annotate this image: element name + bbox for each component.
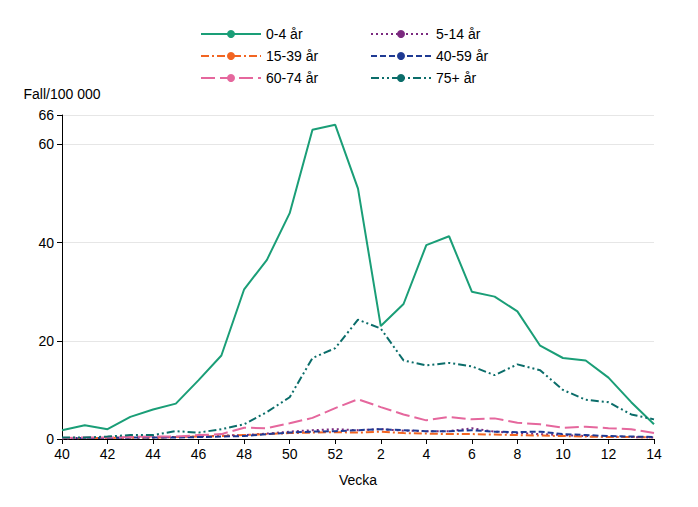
svg-text:40: 40 <box>54 446 70 462</box>
svg-text:60: 60 <box>38 136 54 152</box>
svg-text:0: 0 <box>46 431 54 447</box>
svg-text:40: 40 <box>38 235 54 251</box>
svg-text:42: 42 <box>100 446 116 462</box>
svg-text:44: 44 <box>145 446 161 462</box>
svg-text:8: 8 <box>513 446 521 462</box>
svg-text:52: 52 <box>327 446 343 462</box>
svg-text:46: 46 <box>191 446 207 462</box>
svg-text:15-39 år: 15-39 år <box>266 48 318 64</box>
svg-text:0-4 år: 0-4 år <box>266 26 303 42</box>
svg-text:12: 12 <box>601 446 617 462</box>
svg-text:5-14 år: 5-14 år <box>436 26 481 42</box>
svg-text:4: 4 <box>422 446 430 462</box>
svg-text:10: 10 <box>555 446 571 462</box>
svg-text:6: 6 <box>468 446 476 462</box>
svg-text:75+ år: 75+ år <box>436 70 476 86</box>
svg-text:60-74 år: 60-74 år <box>266 70 318 86</box>
svg-text:2: 2 <box>377 446 385 462</box>
svg-text:50: 50 <box>282 446 298 462</box>
svg-text:14: 14 <box>646 446 662 462</box>
svg-text:48: 48 <box>236 446 252 462</box>
svg-text:Vecka: Vecka <box>339 472 377 488</box>
svg-text:40-59 år: 40-59 år <box>436 48 488 64</box>
svg-text:Fall/100 000: Fall/100 000 <box>23 86 100 102</box>
svg-text:20: 20 <box>38 333 54 349</box>
svg-text:66: 66 <box>38 107 54 123</box>
